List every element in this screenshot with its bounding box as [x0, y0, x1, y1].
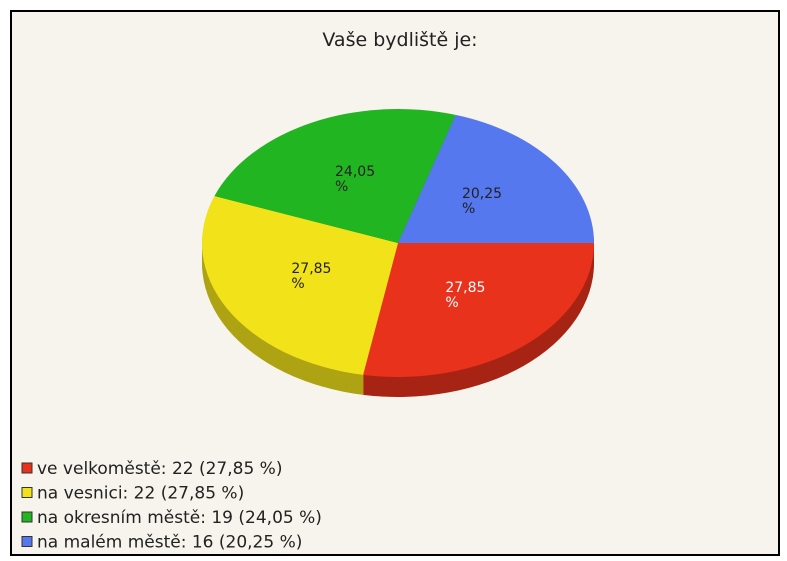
legend-swatch — [21, 511, 33, 523]
slice-label: 24,05 % — [335, 164, 376, 196]
slice — [363, 243, 594, 377]
slice — [214, 109, 456, 243]
slice-label: 27,85 % — [291, 261, 332, 293]
legend-label: na okresním městě: 19 (24,05 %) — [37, 508, 322, 528]
slice — [202, 196, 398, 375]
legend-label: ve velkoměstě: 22 (27,85 %) — [37, 459, 282, 479]
legend-swatch — [21, 536, 33, 547]
legend-swatch — [21, 487, 33, 498]
legend-label: na malém městě: 16 (20,25 %) — [37, 533, 302, 553]
slice-label: 20,25 % — [461, 185, 503, 217]
legend-swatch — [21, 462, 33, 474]
slice — [398, 114, 594, 243]
legend-label: na vesnici: 22 (27,85 %) — [37, 484, 244, 504]
chart-title: Vaše bydliště je: — [322, 29, 477, 51]
slice-label: 27,85 % — [445, 280, 486, 312]
